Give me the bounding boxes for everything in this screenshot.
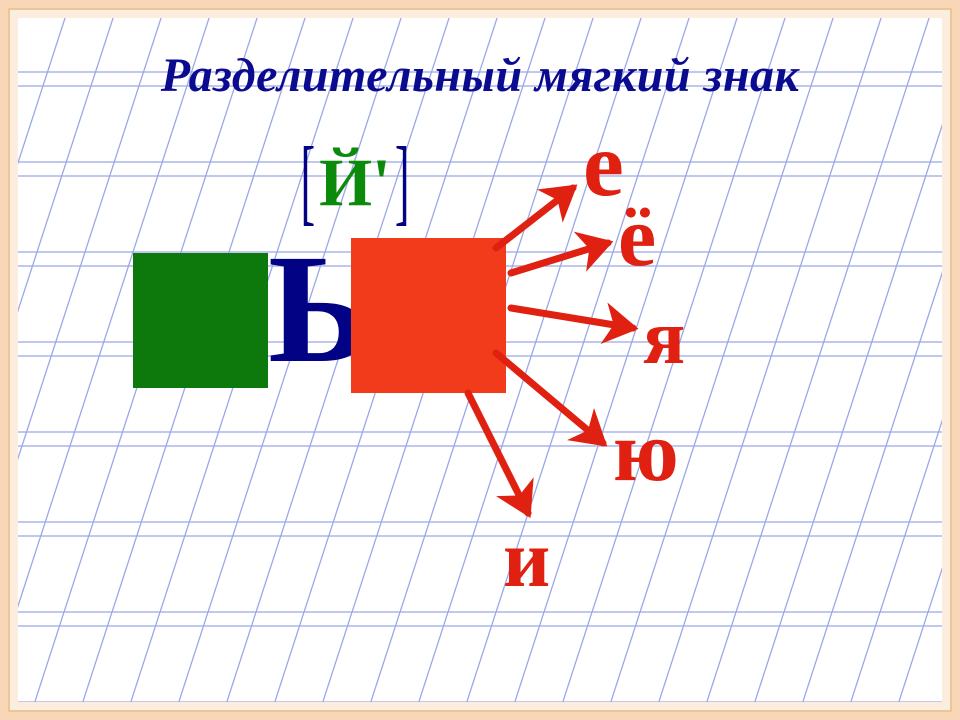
- red-square: [351, 238, 506, 393]
- green-square: [133, 253, 268, 388]
- bracket-content: Й': [319, 148, 391, 216]
- bracket-right: ]: [395, 134, 410, 231]
- vowel-и: и: [503, 518, 550, 600]
- vowel-ё: ё: [618, 193, 656, 279]
- diagram-canvas: Разделительный мягкий знак [ Й' ] Ь еёяю…: [18, 18, 942, 702]
- vowel-я: я: [643, 298, 685, 376]
- page-title: Разделительный мягкий знак: [18, 48, 942, 103]
- vowel-ю: ю: [613, 408, 679, 494]
- bracket-left: [: [300, 134, 315, 231]
